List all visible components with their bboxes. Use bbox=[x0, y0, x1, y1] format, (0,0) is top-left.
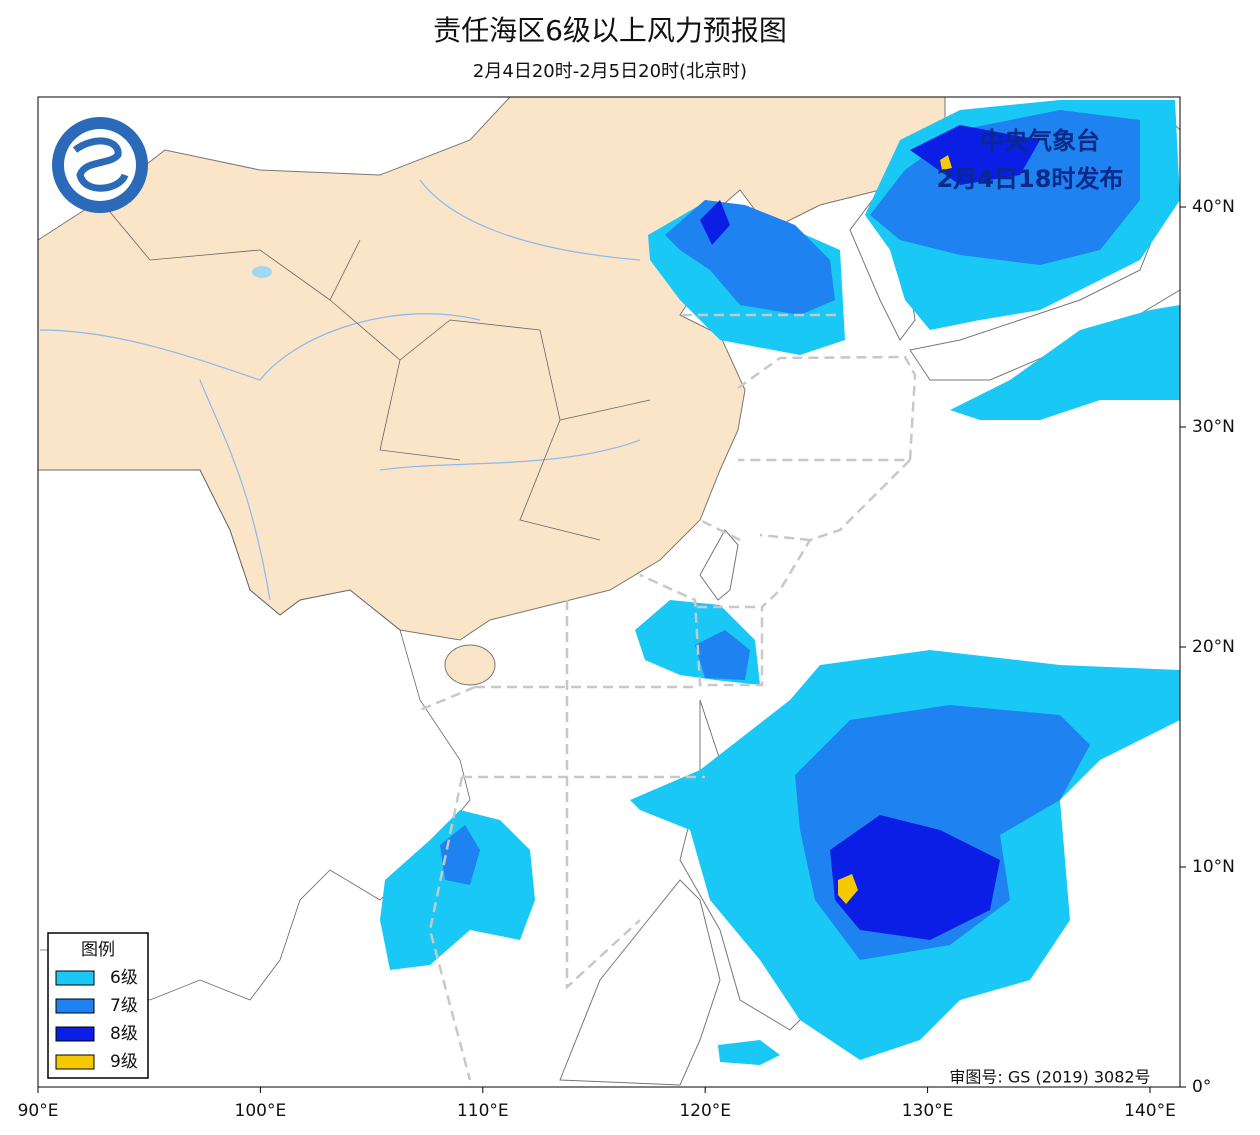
wind-area-6 bbox=[380, 810, 535, 970]
legend: 图例 6级 7级 8级 9级 bbox=[47, 932, 149, 1079]
y-tick-label: 40°N bbox=[1192, 197, 1235, 217]
legend-label: 6级 bbox=[110, 968, 138, 988]
review-number: 审图号: GS (2019) 3082号 bbox=[949, 1068, 1150, 1087]
x-tick-label: 90°E bbox=[18, 1101, 59, 1121]
issuer-time: 2月4日18时发布 bbox=[937, 165, 1124, 193]
x-tick-label: 100°E bbox=[235, 1101, 287, 1121]
legend-swatch bbox=[55, 998, 95, 1014]
wind-areas bbox=[380, 100, 1180, 1065]
legend-swatch bbox=[55, 970, 95, 986]
x-tick-label: 120°E bbox=[679, 1101, 731, 1121]
y-tick-label: 10°N bbox=[1192, 857, 1235, 877]
wind-area-9 bbox=[940, 155, 952, 170]
sea-area-boundaries bbox=[419, 313, 917, 1081]
y-tick-label: 30°N bbox=[1192, 417, 1235, 437]
lake bbox=[252, 266, 272, 278]
province-borders bbox=[99, 199, 651, 541]
wind-area-6 bbox=[950, 305, 1180, 420]
map-title: 责任海区6级以上风力预报图 bbox=[433, 14, 787, 47]
borneo bbox=[559, 879, 721, 1086]
wind-area-8 bbox=[910, 125, 1040, 185]
legend-title: 图例 bbox=[81, 940, 115, 960]
x-tick-label: 130°E bbox=[902, 1101, 954, 1121]
logo bbox=[52, 117, 148, 213]
hainan-island bbox=[444, 644, 496, 686]
map-subtitle: 2月4日20时-2月5日20时(北京时) bbox=[473, 61, 747, 82]
issuer-name: 中央气象台 bbox=[980, 127, 1100, 155]
y-tick-label: 20°N bbox=[1192, 637, 1235, 657]
legend-swatch bbox=[55, 1054, 95, 1070]
map-border bbox=[37, 96, 1181, 1088]
y-tick-label: 0° bbox=[1192, 1077, 1211, 1097]
wind-area-8 bbox=[830, 815, 1000, 940]
rivers bbox=[39, 179, 641, 601]
wind-area-8 bbox=[700, 200, 730, 245]
legend-label: 9级 bbox=[110, 1052, 138, 1072]
legend-label: 7级 bbox=[110, 996, 138, 1016]
x-tick-label: 140°E bbox=[1124, 1101, 1176, 1121]
wind-area-9 bbox=[838, 874, 858, 904]
legend-label: 8级 bbox=[110, 1024, 138, 1044]
taiwan-island bbox=[699, 529, 739, 601]
x-tick-label: 110°E bbox=[457, 1101, 509, 1121]
legend-swatch bbox=[55, 1026, 95, 1042]
wind-area-6 bbox=[718, 1040, 780, 1065]
wind-area-7 bbox=[695, 630, 750, 680]
